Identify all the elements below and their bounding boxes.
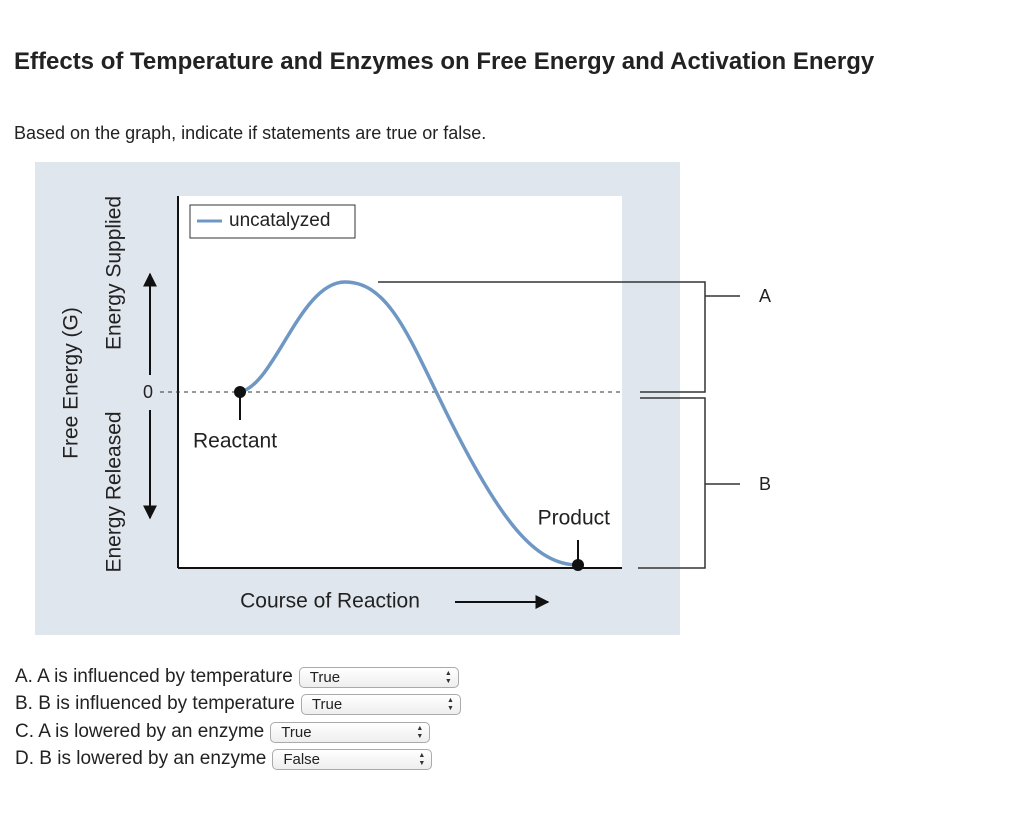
statement: B. B is influenced by temperature xyxy=(15,693,295,714)
title: Effects of Temperature and Enzymes on Fr… xyxy=(14,48,875,75)
product-label: Product xyxy=(538,507,611,530)
question: C. A is lowered by an enzyme True xyxy=(15,721,431,743)
answer-select[interactable]: False xyxy=(272,748,433,770)
question: B. B is influenced by temperature True xyxy=(15,693,461,715)
energy-supplied-label: Energy Supplied xyxy=(103,196,126,350)
statement: C. A is lowered by an enzyme xyxy=(15,721,265,742)
answer-select[interactable]: True xyxy=(298,666,459,688)
question: A. A is influenced by temperature True xyxy=(15,666,459,688)
question: D. B is lowered by an enzyme False xyxy=(15,748,433,770)
statement: D. B is lowered by an enzyme xyxy=(15,748,267,769)
zero-label: 0 xyxy=(143,382,153,402)
y-axis-label: Free Energy (G) xyxy=(60,307,83,459)
reactant-label: Reactant xyxy=(193,430,277,453)
x-axis-label: Course of Reaction xyxy=(240,590,420,613)
bracket-a xyxy=(378,281,740,393)
reaction-curve xyxy=(239,280,579,567)
instructions: Based on the graph, indicate if statemen… xyxy=(14,123,487,143)
reactant-dot xyxy=(234,386,246,398)
answer-select[interactable]: True xyxy=(270,721,431,743)
bracket-a-label: A xyxy=(759,286,771,306)
bracket-b-label: B xyxy=(759,474,771,494)
legend-label: uncatalyzed xyxy=(229,210,330,231)
statement: A. A is influenced by temperature xyxy=(15,666,293,687)
answer-select[interactable]: True xyxy=(300,693,461,715)
plot-area xyxy=(178,196,622,568)
energy-released-label: Energy Released xyxy=(103,411,126,572)
bracket-b xyxy=(638,397,740,569)
product-dot xyxy=(572,559,584,571)
